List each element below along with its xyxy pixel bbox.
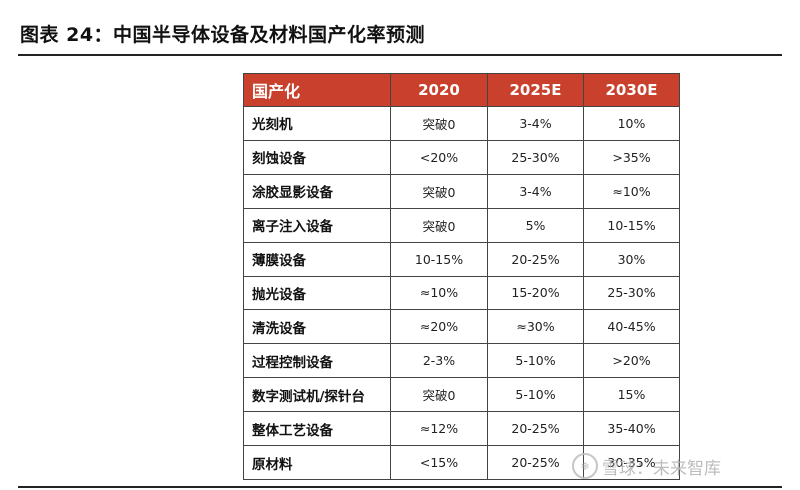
row-label: 过程控制设备 [243,343,391,379]
cell-value-2030e: 25-30% [583,275,680,311]
row-label: 抛光设备 [243,275,391,311]
title-divider [18,54,782,56]
row-label: 整体工艺设备 [243,411,391,447]
table-row: 过程控制设备 2-3% 5-10% >20% [243,343,680,379]
cell-value-2030e: 35-40% [583,411,680,447]
cell-value-2020: 突破0 [390,377,488,413]
watermark-text: 雪球：未来智库 [602,458,721,479]
cell-value-2030e: ≈10% [583,173,680,209]
table-header-row: 国产化 2020 2025E 2030E [243,73,680,107]
row-label: 数字测试机/探针台 [243,377,391,413]
cell-value-2030e: >20% [583,343,680,379]
cell-value-2025e: 3-4% [487,173,584,209]
table-row: 整体工艺设备 ≈12% 20-25% 35-40% [243,411,680,447]
row-label: 清洗设备 [243,309,391,345]
cell-value-2025e: 20-25% [487,411,584,447]
cell-value-2025e: 5% [487,207,584,243]
cell-value-2020: ≈12% [390,411,488,447]
table-row: 涂胶显影设备 突破0 3-4% ≈10% [243,173,680,209]
watermark: ❄ 雪球：未来智库 [572,453,721,479]
cell-value-2025e: 20-25% [487,241,584,277]
column-header: 国产化 [243,73,391,107]
cell-value-2030e: 30-35% [583,445,680,480]
cell-value-2020: ≈10% [390,275,488,311]
cell-value-2020: 10-15% [390,241,488,277]
cell-value-2020: ≈20% [390,309,488,345]
cell-value-2020: <20% [390,139,488,175]
cell-value-2030e: 10-15% [583,207,680,243]
table-row: 薄膜设备 10-15% 20-25% 30% [243,241,680,277]
cell-value-2030e: 40-45% [583,309,680,345]
bottom-divider [18,486,782,488]
cell-value-2025e: 20-25% [487,445,584,480]
page-title: 图表 24：中国半导体设备及材料国产化率预测 [20,24,426,46]
cell-value-2025e: 5-10% [487,343,584,379]
row-label: 原材料 [243,445,391,480]
cell-value-2020: 2-3% [390,343,488,379]
cell-value-2030e: 15% [583,377,680,413]
table-row: 抛光设备 ≈10% 15-20% 25-30% [243,275,680,311]
cell-value-2020: 突破0 [390,173,488,209]
cell-value-2020: 突破0 [390,106,488,141]
column-header: 2020 [390,73,488,107]
column-header: 2025E [487,73,584,107]
cell-value-2025e: 25-30% [487,139,584,175]
cell-value-2025e: ≈30% [487,309,584,345]
table-row: 清洗设备 ≈20% ≈30% 40-45% [243,309,680,345]
cell-value-2020: <15% [390,445,488,480]
table-row: 离子注入设备 突破0 5% 10-15% [243,207,680,243]
table-row: 刻蚀设备 <20% 25-30% >35% [243,139,680,175]
cell-value-2030e: 10% [583,106,680,141]
row-label: 离子注入设备 [243,207,391,243]
snowball-logo-icon: ❄ [572,453,598,479]
row-label: 光刻机 [243,106,391,141]
table-row: 光刻机 突破0 3-4% 10% [243,106,680,141]
cell-value-2025e: 5-10% [487,377,584,413]
cell-value-2025e: 15-20% [487,275,584,311]
row-label: 涂胶显影设备 [243,173,391,209]
cell-value-2030e: >35% [583,139,680,175]
localization-rate-table: 国产化 2020 2025E 2030E 光刻机 突破0 3-4% 10% 刻蚀设备 <2… [243,73,680,480]
cell-value-2020: 突破0 [390,207,488,243]
row-label: 刻蚀设备 [243,139,391,175]
column-header: 2030E [583,73,680,107]
table-row: 数字测试机/探针台 突破0 5-10% 15% [243,377,680,413]
row-label: 薄膜设备 [243,241,391,277]
cell-value-2025e: 3-4% [487,106,584,141]
cell-value-2030e: 30% [583,241,680,277]
